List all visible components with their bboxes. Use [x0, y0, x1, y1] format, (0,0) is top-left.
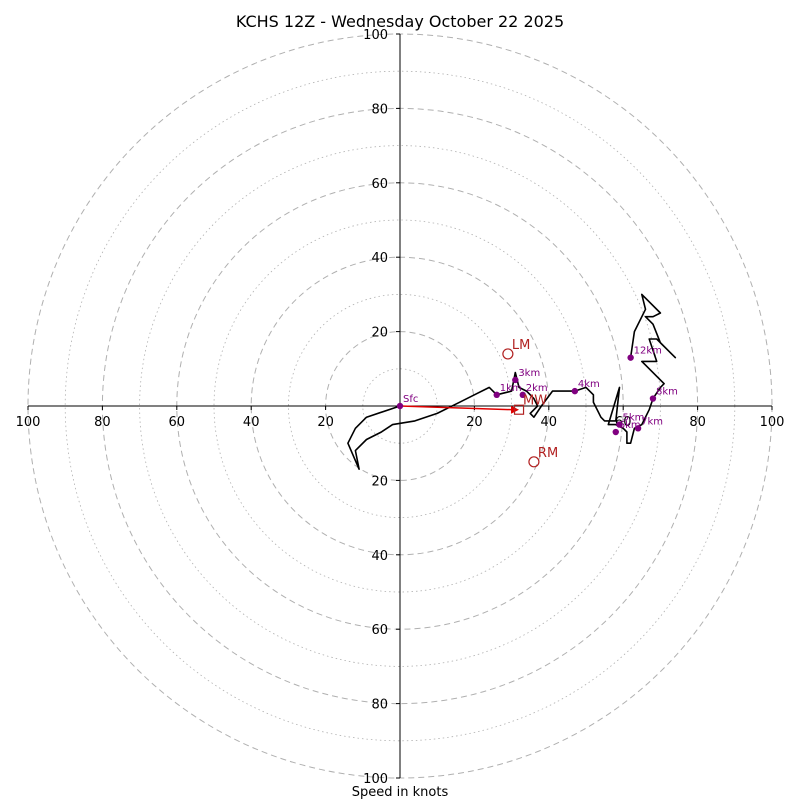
y-tick-label: 100 [363, 28, 388, 43]
x-tick-label: 40 [541, 415, 558, 430]
height-label-7km: 7km [641, 416, 663, 427]
shear-vector-line [399, 405, 514, 411]
height-label-3km: 3km [518, 368, 540, 379]
height-marker-5km [616, 421, 623, 428]
y-tick-label: 20 [371, 326, 388, 341]
height-marker-4km [571, 387, 579, 395]
x-tick-label: 60 [169, 415, 186, 430]
height-label-5km: 5km [622, 413, 644, 424]
y-tick-label: 100 [363, 772, 388, 787]
hodograph-series [347, 293, 677, 471]
tick-group: 100 80 60 40 20 20 40 60 80 100100806040202040608… [16, 28, 785, 787]
y-tick-label: 80 [371, 698, 388, 713]
height-marker-7km [634, 425, 642, 432]
x-tick-label: 100 [16, 415, 41, 430]
storm-motion-lm-marker [502, 348, 514, 360]
height-label-12km: 12km [634, 346, 662, 357]
height-label-8km: 8km [656, 387, 678, 398]
x-tick-label: 20 [466, 415, 483, 430]
y-tick-label: 40 [371, 549, 388, 564]
height-label-2km: 2km [526, 383, 548, 394]
y-tick-label: 40 [371, 251, 388, 266]
height-marker-1km [493, 391, 500, 399]
x-tick-label: 80 [94, 415, 111, 430]
height-marker-2km [519, 391, 526, 399]
height-marker-8km [649, 395, 657, 402]
height-marker-6km [612, 428, 619, 436]
storm-motion-mw-label: MW [523, 394, 547, 409]
height-label-1km: 1km [500, 383, 522, 394]
y-tick-label: 60 [371, 623, 388, 638]
chart-title: KCHS 12Z - Wednesday October 22 2025 [236, 12, 564, 31]
x-tick-label: 100 [760, 415, 785, 430]
height-label-sfc: Sfc [403, 394, 418, 405]
height-marker-sfc [396, 402, 404, 410]
y-tick-label: 20 [371, 474, 388, 489]
x-tick-label: 20 [317, 415, 334, 430]
hodograph-line [347, 293, 677, 471]
storm-motion-rm-marker [528, 456, 540, 468]
height-label-4km: 4km [578, 379, 600, 390]
storm-motion-lm-label: LM [512, 338, 530, 353]
storm-motion-group: LM RM MW [502, 338, 558, 468]
x-tick-label: 80 [689, 415, 706, 430]
storm-motion-mw-marker [513, 404, 525, 415]
storm-motion-rm-label: RM [538, 446, 558, 461]
height-marker-3km [512, 376, 519, 384]
height-marker-12km [627, 354, 634, 361]
x-axis-label: Speed in knots [352, 785, 449, 800]
y-tick-label: 80 [371, 102, 388, 117]
height-label-6km: 6km [619, 420, 641, 431]
y-tick-label: 60 [371, 177, 388, 192]
x-tick-label: 40 [243, 415, 260, 430]
